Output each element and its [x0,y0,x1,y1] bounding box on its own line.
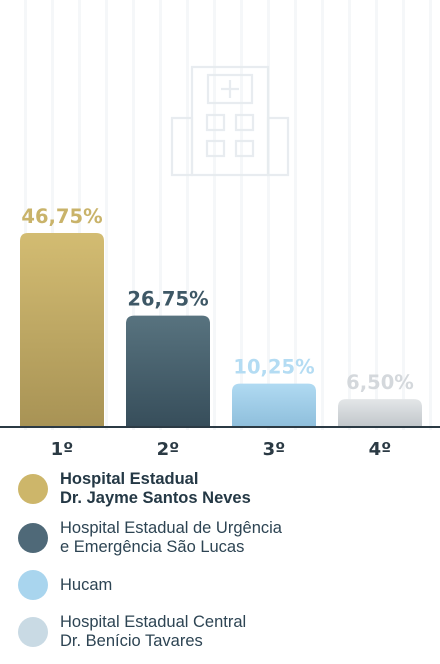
hospital-building-icon [170,65,290,177]
legend-label-3: Hucam [60,575,113,594]
x-tick-label-1: 1º [51,439,74,460]
bar-2 [126,315,210,426]
legend-item-1: Hospital Estadual Dr. Jayme Santos Neves [18,470,428,508]
bar-4 [338,399,422,426]
bar-1 [20,233,104,426]
legend-swatch-1 [18,474,48,504]
value-label-3: 10,25% [233,356,314,379]
bars [20,233,422,426]
x-tick-label-4: 4º [369,439,392,460]
legend-label-1: Hospital Estadual Dr. Jayme Santos Neves [60,470,251,507]
legend-swatch-4 [18,617,48,647]
chart-svg: 46,75% 26,75% 10,25% 6,50% 1º 2º 3º 4º [0,65,440,460]
value-label-2: 26,75% [127,288,208,311]
legend-item-4: Hospital Estadual Central Dr. Benício Ta… [18,613,428,651]
legend-label-2: Hospital Estadual de Urgência e Emergênc… [60,519,282,556]
legend: Hospital Estadual Dr. Jayme Santos Neves… [18,470,428,664]
x-tick-label-3: 3º [263,439,286,460]
legend-item-2: Hospital Estadual de Urgência e Emergênc… [18,519,428,557]
value-labels: 46,75% 26,75% 10,25% 6,50% [21,205,413,394]
legend-item-3: Hucam [18,570,428,600]
x-tick-label-2: 2º [157,439,180,460]
legend-swatch-2 [18,523,48,553]
legend-label-4: Hospital Estadual Central Dr. Benício Ta… [60,613,247,650]
value-label-1: 46,75% [21,205,102,228]
value-label-4: 6,50% [346,371,414,394]
bar-chart: 46,75% 26,75% 10,25% 6,50% 1º 2º 3º 4º [0,0,440,460]
x-tick-labels: 1º 2º 3º 4º [51,439,392,460]
legend-swatch-3 [18,570,48,600]
bar-3 [232,383,316,426]
